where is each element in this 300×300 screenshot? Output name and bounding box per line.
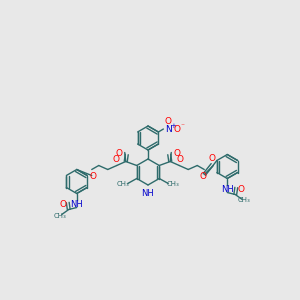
Text: NH: NH [70, 200, 83, 209]
Text: ⁻: ⁻ [180, 122, 184, 130]
Text: O: O [174, 149, 181, 158]
Text: +: + [170, 123, 176, 129]
Text: O: O [112, 155, 119, 164]
Text: NH: NH [221, 185, 234, 194]
Text: O: O [59, 200, 66, 209]
Text: CH₃: CH₃ [53, 212, 66, 218]
Text: CH₃: CH₃ [167, 182, 180, 188]
Text: CH₃: CH₃ [238, 197, 250, 203]
Text: CH₃: CH₃ [116, 182, 129, 188]
Text: O: O [115, 149, 122, 158]
Text: O: O [165, 118, 172, 127]
Text: O: O [174, 125, 181, 134]
Text: O: O [200, 172, 207, 181]
Text: O: O [238, 185, 245, 194]
Text: O: O [177, 155, 184, 164]
Text: N: N [165, 124, 172, 134]
Text: O: O [89, 172, 96, 181]
Text: NH: NH [142, 188, 154, 197]
Text: O: O [209, 154, 216, 163]
